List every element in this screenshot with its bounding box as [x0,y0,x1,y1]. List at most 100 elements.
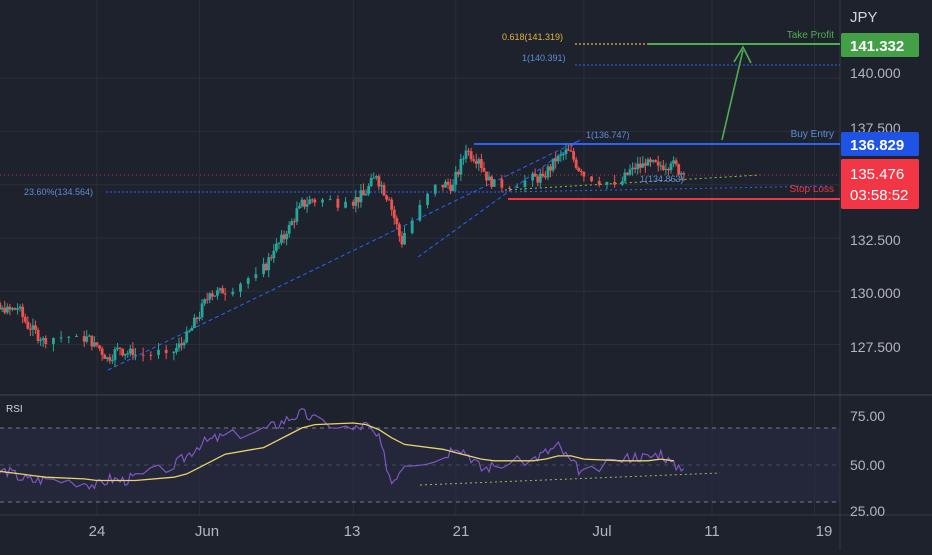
candle[interactable] [559,154,563,156]
candle[interactable] [654,160,658,162]
candle[interactable] [362,190,365,196]
candle[interactable] [567,149,570,151]
candle[interactable] [356,197,360,203]
candle[interactable] [682,173,686,175]
candle[interactable] [205,299,209,301]
candle[interactable] [477,159,481,164]
candle[interactable] [264,263,268,271]
candle[interactable] [149,354,153,356]
candle[interactable] [26,321,30,329]
candle[interactable] [321,199,324,203]
candle[interactable] [564,149,568,155]
time-axis[interactable]: 24 Jun 13 21 Jul 11 19 [89,523,833,540]
candle[interactable] [656,161,660,166]
candle[interactable] [185,331,189,343]
candle[interactable] [31,325,35,330]
candle[interactable] [272,250,276,259]
candle[interactable] [313,199,317,203]
candle[interactable] [354,197,358,206]
candle[interactable] [351,201,355,206]
candle[interactable] [649,159,652,162]
candle[interactable] [472,159,476,161]
candle[interactable] [285,233,289,240]
candle[interactable] [95,342,99,346]
candle[interactable] [21,306,25,317]
candle[interactable] [0,307,4,310]
candle[interactable] [239,283,242,292]
candle[interactable] [310,199,314,201]
candle[interactable] [467,150,470,152]
candle[interactable] [469,151,473,160]
candle[interactable] [380,185,383,187]
candle[interactable] [579,170,583,172]
candle[interactable] [98,345,101,349]
candle[interactable] [103,354,107,359]
fib-trend-line-2[interactable] [417,139,581,258]
candle[interactable] [449,184,453,191]
candle[interactable] [474,160,478,164]
candle[interactable] [536,176,540,183]
candle[interactable] [90,335,94,347]
candle[interactable] [626,172,629,175]
candle[interactable] [556,155,560,162]
candle[interactable] [172,351,176,354]
candle[interactable] [282,234,286,240]
candle[interactable] [623,172,627,182]
candle[interactable] [590,176,593,182]
candle[interactable] [195,317,199,319]
candle[interactable] [59,337,63,339]
candle[interactable] [582,171,586,177]
candle[interactable] [213,295,217,297]
candle[interactable] [387,199,391,201]
candle[interactable] [305,204,309,207]
candle[interactable] [544,176,547,178]
candle[interactable] [290,221,294,226]
candle[interactable] [175,348,178,352]
candle[interactable] [377,176,381,187]
candle[interactable] [292,221,296,223]
candle[interactable] [651,160,655,162]
candle[interactable] [274,243,278,251]
candle[interactable] [128,348,132,354]
candle[interactable] [134,354,137,356]
candle[interactable] [395,218,399,225]
candle[interactable] [572,151,576,160]
candle[interactable] [187,330,191,332]
candle[interactable] [105,357,109,359]
candle[interactable] [464,150,468,159]
candle[interactable] [533,173,537,177]
candle[interactable] [459,159,463,175]
candle[interactable] [93,342,96,347]
candle[interactable] [426,193,429,205]
candle[interactable] [359,190,363,203]
candle[interactable] [569,150,573,152]
candle[interactable] [82,335,86,342]
candle[interactable] [392,209,396,219]
candle[interactable] [298,206,301,209]
candle[interactable] [123,353,127,356]
candle[interactable] [344,201,347,208]
candle[interactable] [577,167,581,171]
candle[interactable] [116,347,119,350]
candle[interactable] [454,171,458,185]
candle[interactable] [52,338,55,345]
candle[interactable] [8,306,12,310]
candle[interactable] [87,335,91,337]
candle[interactable] [180,343,183,346]
candle[interactable] [541,173,545,177]
candle[interactable] [364,193,368,196]
candle[interactable] [605,182,609,185]
candle[interactable] [75,335,78,337]
candle[interactable] [487,176,491,181]
candle[interactable] [551,158,555,171]
candle[interactable] [631,167,634,170]
candle[interactable] [126,353,130,355]
candle[interactable] [44,338,48,345]
candle[interactable] [374,176,378,178]
candle[interactable] [218,288,222,291]
candle[interactable] [41,338,45,341]
candle[interactable] [554,158,558,162]
candle[interactable] [28,328,32,330]
candle[interactable] [538,173,542,183]
candle[interactable] [182,342,186,346]
